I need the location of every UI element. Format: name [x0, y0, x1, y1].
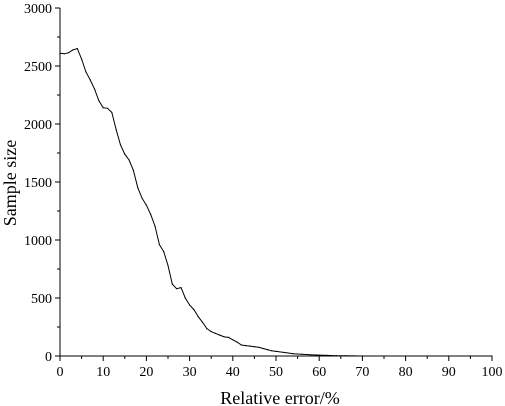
data-point [266, 349, 268, 351]
data-point [469, 355, 471, 357]
data-point [335, 355, 338, 357]
data-point [102, 107, 104, 109]
data-point [236, 341, 238, 343]
plot-area: 0 10 20 30 40 50 60 70 80 90 100050010001500200025… [24, 2, 503, 380]
data-point [318, 354, 320, 356]
data-point [154, 225, 156, 227]
data-point [253, 346, 255, 348]
data-point [115, 129, 117, 131]
data-point [284, 351, 286, 354]
y-tick-label: 1000 [24, 234, 52, 249]
data-point [223, 336, 225, 338]
data-point [189, 304, 191, 306]
data-point [245, 345, 247, 347]
data-point [72, 49, 74, 51]
data-point [111, 111, 113, 113]
data-point [163, 251, 165, 253]
y-tick-label: 500 [31, 292, 52, 307]
data-point [426, 355, 428, 357]
y-tick-label: 2000 [24, 118, 52, 133]
x-tick-label: 50 [269, 365, 283, 380]
x-tick-label: 80 [399, 365, 413, 380]
data-point [197, 316, 199, 318]
data-point [249, 345, 251, 347]
data-point [361, 355, 363, 357]
data-point [353, 355, 355, 357]
data-point [68, 52, 70, 54]
data-point [262, 347, 264, 350]
data-point [171, 283, 173, 285]
data-point [63, 53, 65, 55]
data-point [383, 355, 385, 357]
data-point [327, 354, 329, 356]
data-point [167, 264, 169, 267]
data-point [240, 344, 242, 346]
data-point [76, 48, 78, 50]
data-point [59, 52, 61, 54]
data-point [128, 159, 130, 161]
series-line [59, 47, 492, 357]
x-tick-label: 30 [183, 365, 197, 380]
data-point [258, 346, 260, 348]
data-point [292, 353, 294, 355]
data-point [227, 336, 230, 338]
data-point [180, 287, 182, 289]
data-point [206, 328, 208, 330]
x-tick-label: 90 [442, 365, 456, 380]
data-point [176, 288, 178, 290]
data-point [141, 197, 143, 199]
y-tick-label: 0 [45, 350, 52, 365]
data-point [98, 100, 100, 102]
data-point [405, 355, 407, 357]
data-point [275, 350, 277, 352]
x-axis-title: Relative error/% [220, 388, 339, 406]
data-point [137, 187, 139, 189]
data-point [150, 213, 152, 216]
data-point [94, 88, 96, 90]
x-tick-label: 70 [355, 365, 369, 380]
data-point [145, 204, 147, 206]
x-tick-label: 20 [139, 365, 153, 380]
x-tick-label: 10 [96, 365, 110, 380]
data-point [106, 107, 109, 109]
data-point [232, 339, 234, 341]
y-tick-label: 3000 [24, 2, 52, 17]
data-point [193, 309, 195, 311]
data-point [158, 244, 160, 246]
data-point [81, 58, 83, 60]
data-point [184, 297, 186, 299]
y-tick-label: 2500 [24, 60, 52, 75]
data-point [210, 331, 212, 333]
x-tick-label: 100 [482, 365, 503, 380]
data-point [219, 334, 221, 336]
x-tick-label: 40 [226, 365, 240, 380]
data-point [132, 169, 134, 171]
data-point [344, 355, 346, 357]
x-tick-label: 0 [57, 365, 64, 380]
data-point [124, 153, 126, 155]
data-point [301, 353, 303, 355]
data-point [214, 332, 217, 334]
data-point [491, 355, 493, 357]
data-point [202, 321, 204, 323]
data-point [119, 144, 122, 146]
x-tick-label: 60 [312, 365, 326, 380]
data-point [85, 71, 87, 73]
data-point [89, 79, 91, 81]
y-tick-label: 1500 [24, 176, 52, 191]
data-point [310, 354, 312, 356]
data-point [448, 355, 450, 357]
data-point [271, 350, 273, 352]
y-axis-title: Sample size [0, 140, 20, 226]
